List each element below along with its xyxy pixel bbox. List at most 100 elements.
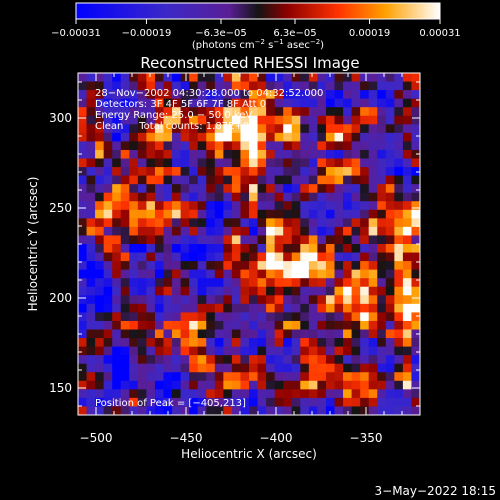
heatmap-cell xyxy=(351,90,361,100)
heatmap-cell xyxy=(360,73,370,83)
heatmap-cell xyxy=(291,149,301,160)
heatmap-cell xyxy=(180,107,190,117)
heatmap-cell xyxy=(249,209,259,219)
heatmap-cell xyxy=(86,406,96,415)
heatmap-cell xyxy=(411,209,420,219)
heatmap-cell xyxy=(231,312,242,322)
heatmap-cell xyxy=(206,269,216,279)
heatmap-cell xyxy=(394,278,404,288)
heatmap-cell xyxy=(197,175,207,185)
heatmap-cell xyxy=(223,303,233,313)
heatmap-cell xyxy=(86,149,96,160)
heatmap-cell xyxy=(189,98,199,108)
heatmap-cell xyxy=(283,158,293,168)
heatmap-cell xyxy=(172,320,182,331)
heatmap-cell xyxy=(411,346,420,356)
heatmap-cell xyxy=(274,363,284,373)
heatmap-cell xyxy=(231,192,242,202)
heatmap-cell xyxy=(146,226,156,237)
heatmap-cell xyxy=(377,158,387,168)
heatmap-cell xyxy=(240,201,250,211)
heatmap-cell xyxy=(368,184,378,194)
heatmap-cell xyxy=(325,261,336,271)
heatmap-cell xyxy=(103,175,113,185)
heatmap-cell xyxy=(120,192,130,202)
heatmap-cell xyxy=(223,98,233,108)
heatmap-cell xyxy=(351,226,361,237)
heatmap-cell xyxy=(86,355,96,365)
heatmap-cell xyxy=(103,329,113,339)
heatmap-cell xyxy=(411,312,420,322)
heatmap-cell xyxy=(291,380,301,390)
heatmap-cell xyxy=(137,295,147,305)
heatmap-cell xyxy=(300,209,310,219)
heatmap-cell xyxy=(231,329,242,339)
heatmap-cell xyxy=(325,397,336,408)
heatmap-cell xyxy=(411,244,420,254)
heatmap-cell xyxy=(368,167,378,177)
heatmap-cell xyxy=(78,124,88,134)
heatmap-cell xyxy=(231,261,242,271)
heatmap-cell xyxy=(411,115,420,125)
heatmap-cell xyxy=(78,380,88,390)
heatmap-cell xyxy=(240,226,250,237)
heatmap-cell xyxy=(112,158,122,168)
heatmap-cell xyxy=(172,252,182,262)
heatmap-cell xyxy=(214,149,224,160)
heatmap-cell xyxy=(249,90,259,100)
heatmap-cell xyxy=(240,363,250,373)
heatmap-cell xyxy=(197,107,207,117)
heatmap-cell xyxy=(317,218,327,228)
heatmap-cell xyxy=(223,73,233,83)
heatmap-cell xyxy=(154,73,165,83)
heatmap-cell xyxy=(351,363,361,373)
heatmap-cell xyxy=(137,406,147,415)
heatmap-cell xyxy=(385,98,395,108)
heatmap-cell xyxy=(411,320,420,331)
heatmap-cell xyxy=(223,252,233,262)
heatmap-cell xyxy=(385,338,395,348)
heatmap-cell xyxy=(394,380,404,390)
heatmap-cell xyxy=(343,346,353,356)
heatmap-cell xyxy=(257,329,267,339)
heatmap-cell xyxy=(95,261,105,271)
heatmap-cell xyxy=(206,226,216,237)
heatmap-cell xyxy=(257,107,267,117)
heatmap-cell xyxy=(137,90,147,100)
heatmap-cell xyxy=(325,346,336,356)
heatmap-cell xyxy=(103,132,113,142)
heatmap-cell xyxy=(291,244,301,254)
heatmap-cell xyxy=(240,209,250,219)
heatmap-cell xyxy=(78,90,88,100)
heatmap-cell xyxy=(402,355,413,365)
y-tick-label: 150 xyxy=(49,381,72,395)
heatmap-cell xyxy=(103,303,113,313)
heatmap-cell xyxy=(129,380,139,390)
heatmap-cell xyxy=(206,158,216,168)
heatmap-cell xyxy=(172,98,182,108)
colorbar: −0.00031 −0.00019 −6.3e−05 6.3e−05 0.00019 0.… xyxy=(51,2,461,51)
heatmap-cell xyxy=(266,363,276,373)
heatmap-cell xyxy=(112,286,122,296)
heatmap-cell xyxy=(172,329,182,339)
heatmap-cell xyxy=(257,175,267,185)
heatmap-cell xyxy=(402,406,413,415)
heatmap-cell xyxy=(189,346,199,356)
heatmap-cell xyxy=(78,312,88,322)
heatmap-cell xyxy=(283,252,293,262)
heatmap-cell xyxy=(411,329,420,339)
heatmap-cell xyxy=(172,90,182,100)
heatmap-cell xyxy=(368,201,378,211)
heatmap-cell xyxy=(317,355,327,365)
heatmap-cell xyxy=(214,406,224,415)
heatmap-cell xyxy=(317,252,327,262)
heatmap-cell xyxy=(120,141,130,151)
heatmap-cell xyxy=(240,124,250,134)
heatmap-cell xyxy=(197,73,207,83)
heatmap-cell xyxy=(274,312,284,322)
heatmap-cell xyxy=(129,244,139,254)
heatmap-cell xyxy=(300,269,310,279)
heatmap-cell xyxy=(291,167,301,177)
heatmap-cell xyxy=(351,303,361,313)
heatmap-cell xyxy=(78,184,88,194)
